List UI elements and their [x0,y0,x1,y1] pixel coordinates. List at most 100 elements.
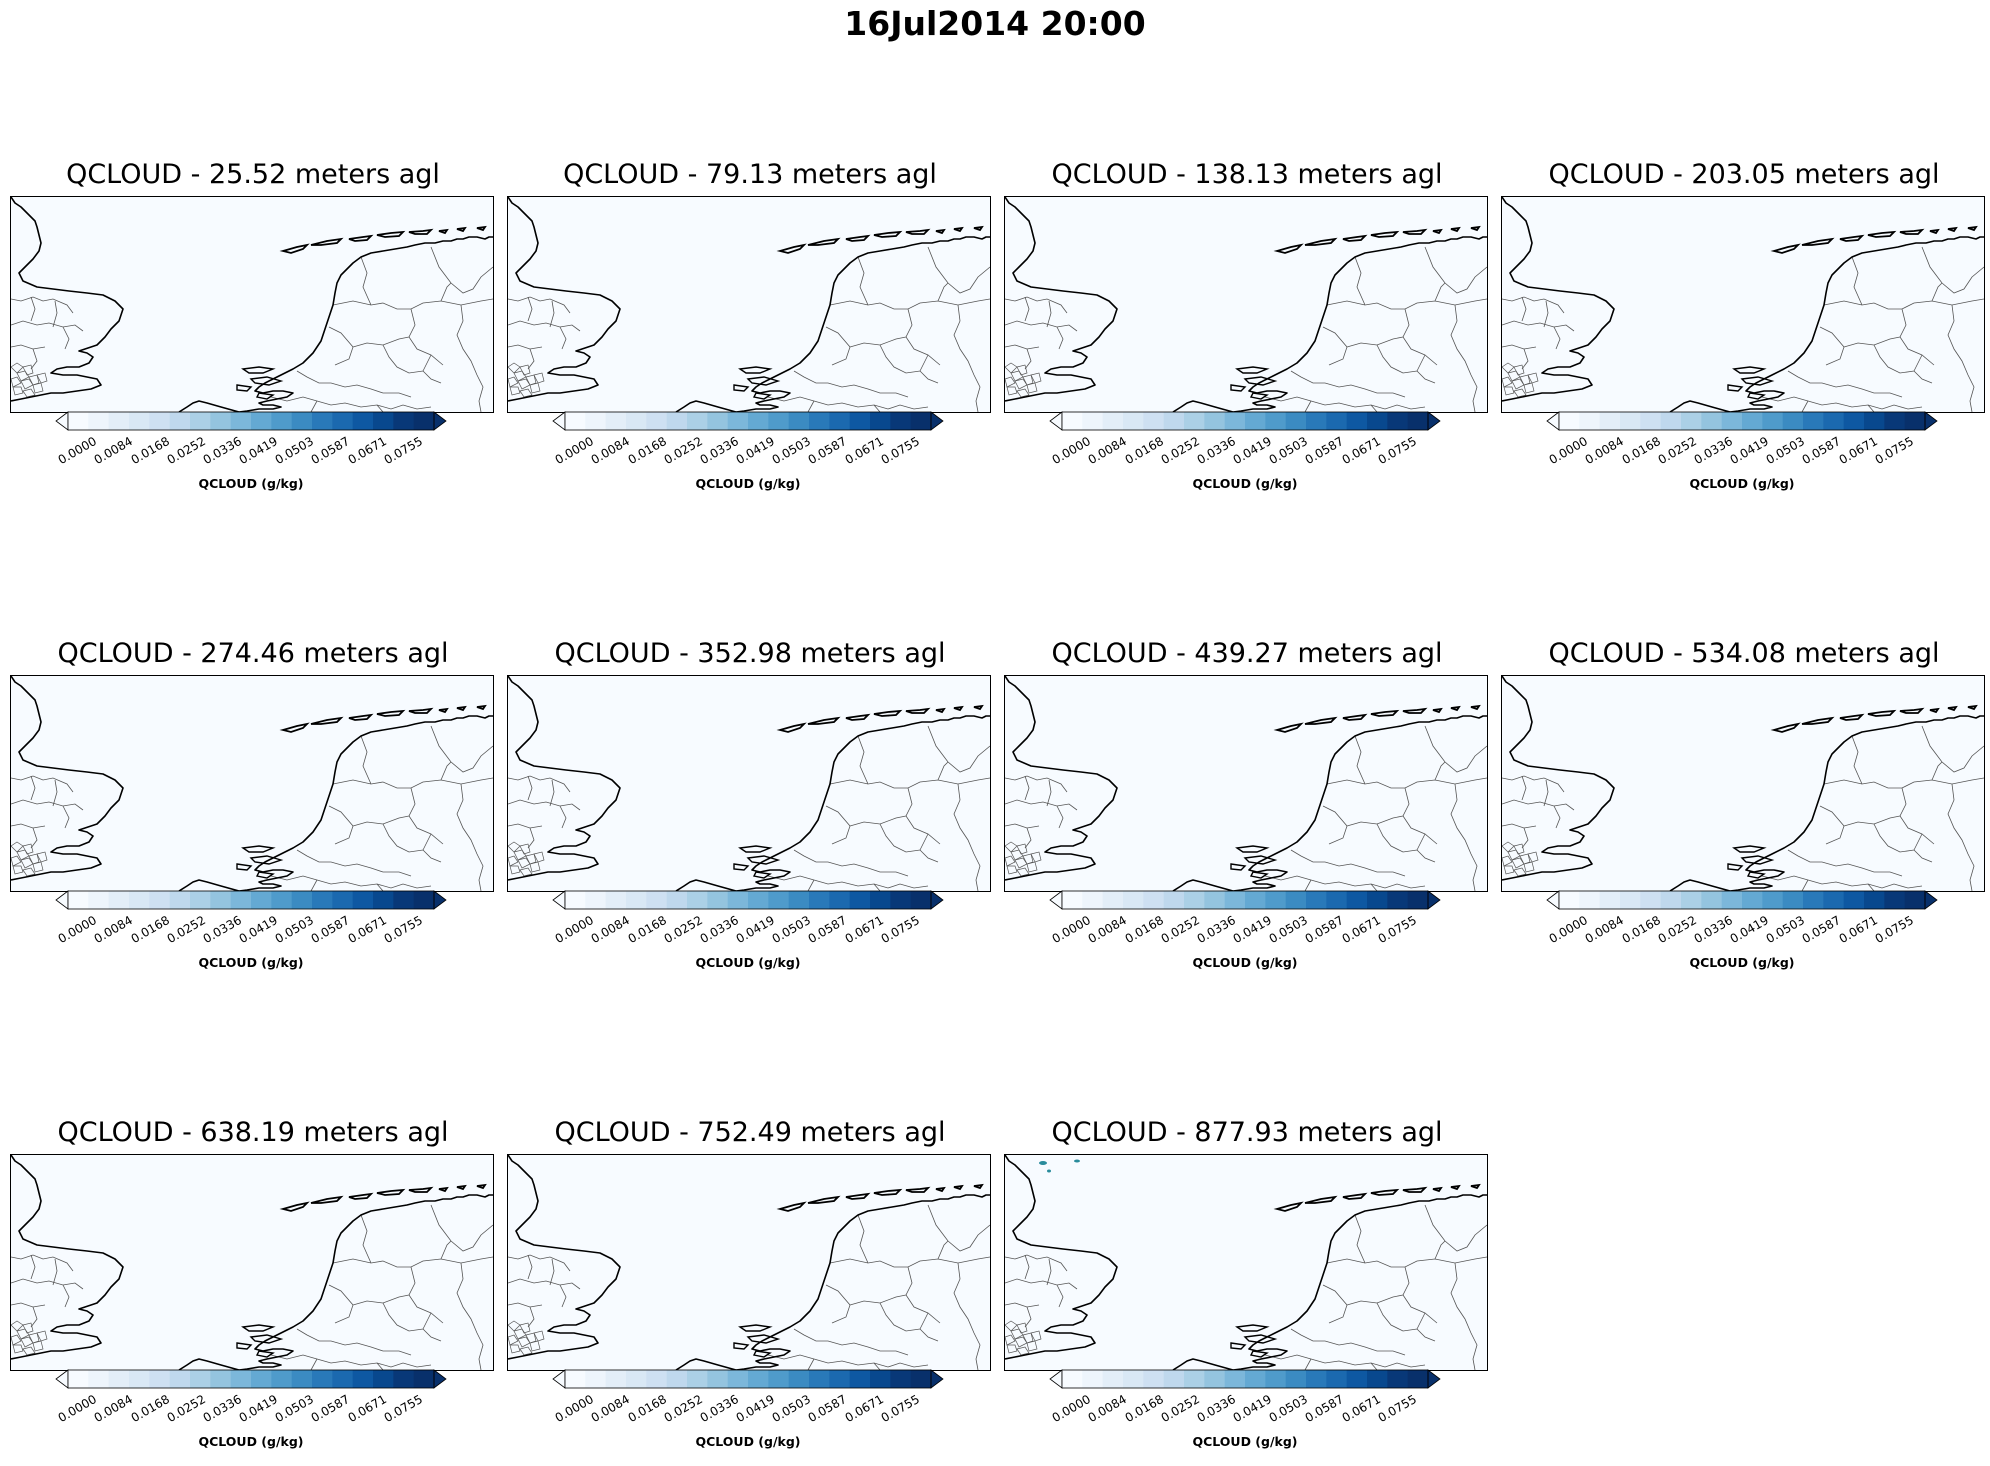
wadden-island [776,243,807,254]
country-border [508,775,571,793]
colorbar-segment [1143,1370,1165,1388]
country-border [310,879,318,891]
colorbar-segment [373,891,394,909]
county-border [1527,851,1539,863]
colorbar-tick-label: 0.0252 [661,913,705,947]
estuary-coast [1235,1324,1270,1332]
colorbar-segment [149,891,171,909]
colorbar-tick-label: 0.0587 [308,434,353,468]
wadden-island [1947,226,1958,233]
colorbar-segment [646,891,668,909]
colorbar-tick-label: 0.0252 [1158,913,1202,947]
country-border [1424,725,1487,773]
colorbar-segment [1701,891,1723,909]
colorbar-segment [413,412,435,430]
country-border [270,1354,432,1368]
estuary-coast [1230,863,1247,871]
estuary-coast [1746,871,1766,879]
country-border [1005,296,1068,314]
country-border [1502,296,1565,314]
colorbar-tick-label: 0.0252 [1158,434,1202,468]
colorbar-segment [788,1370,810,1388]
wadden-island [279,722,310,733]
wadden-island [807,1195,841,1204]
colorbar-tick-label: 0.0168 [128,913,172,947]
colorbar-segment [849,412,871,430]
colorbar [1049,1369,1441,1389]
county-border [1513,843,1525,855]
county-border [11,855,22,867]
colorbar-outline [1061,1369,1429,1389]
colorbar-tick-label: 0.0671 [345,434,389,468]
estuary-coast [738,1324,773,1332]
country-border [527,775,533,801]
country-border [1867,404,1875,412]
estuary-coast [249,376,284,386]
country-border [1931,761,1943,781]
country-border [927,1204,990,1252]
country-border [1543,300,1549,328]
county-border [1523,861,1535,873]
colorbar-tick-label: 0.0000 [55,434,100,468]
country-border [1354,1214,1366,1264]
colorbar-segment [1407,891,1429,909]
colorbar-segment [312,891,333,909]
colorbar [55,1369,447,1389]
country-border [508,799,581,811]
colorbar-tick-label: 0.0000 [1049,1392,1094,1426]
colorbar-tick-label: 0.0587 [1302,1392,1347,1426]
country-border [30,827,38,849]
country-border [310,400,318,412]
county-border [1026,861,1038,873]
colorbar-tick-labels: 0.0000 0.0084 0.0168 0.0252 0.0336 0.0419 0.05… [1050,1392,1440,1428]
coastline [11,197,124,402]
map-panel: QCLOUD - 439.27 meters agl 0.0000 0.0084 0.… [1004,637,1490,987]
county-border [1030,851,1042,863]
country-border [508,1254,571,1272]
colorbar-segment [1721,412,1743,430]
country-border [1502,344,1537,350]
wadden-island [1450,1184,1461,1191]
map-plot-area [10,196,494,413]
estuary-coast [1732,366,1767,374]
panel-title: QCLOUD - 534.08 meters agl [1548,638,1940,669]
colorbar-segment [1864,891,1885,909]
map-svg [11,676,493,891]
wadden-island [1801,716,1835,725]
estuary-coast [1727,384,1744,392]
colorbar-segment [1265,412,1287,430]
wadden-island [935,1186,946,1193]
county-border [22,364,34,376]
coastline [11,1155,124,1360]
panel-title: QCLOUD - 439.27 meters agl [1051,638,1443,669]
colorbar-tick-label: 0.0168 [1619,434,1663,468]
wadden-island [873,1188,903,1196]
country-border [11,823,46,829]
colorbar-segment [271,1370,293,1388]
country-border [873,883,881,891]
colorbar-tick-label: 0.0168 [1122,1392,1166,1426]
colorbar-extend-high [1427,1369,1441,1389]
country-border [1867,883,1875,891]
country-border [1416,354,1426,372]
country-border [1521,827,1529,849]
colorbar-segment [108,412,130,430]
colorbar-outline [1061,890,1429,910]
country-border [937,1240,949,1260]
country-border [1370,883,1378,891]
colorbar [1546,411,1938,431]
panel-title: QCLOUD - 274.46 meters agl [57,638,449,669]
country-border [905,787,941,845]
colorbar-segment [1599,412,1621,430]
wadden-island [438,707,449,714]
county-border [28,374,40,386]
coastline [1005,197,1118,402]
wadden-island [408,228,434,235]
county-border [12,1344,24,1354]
colorbar-extend-high [433,411,447,431]
country-border [879,1302,939,1342]
colorbar-tick-label: 0.0336 [1691,913,1735,947]
country-border [1553,805,1561,829]
country-border [1290,849,1406,877]
country-border [1851,735,1863,785]
